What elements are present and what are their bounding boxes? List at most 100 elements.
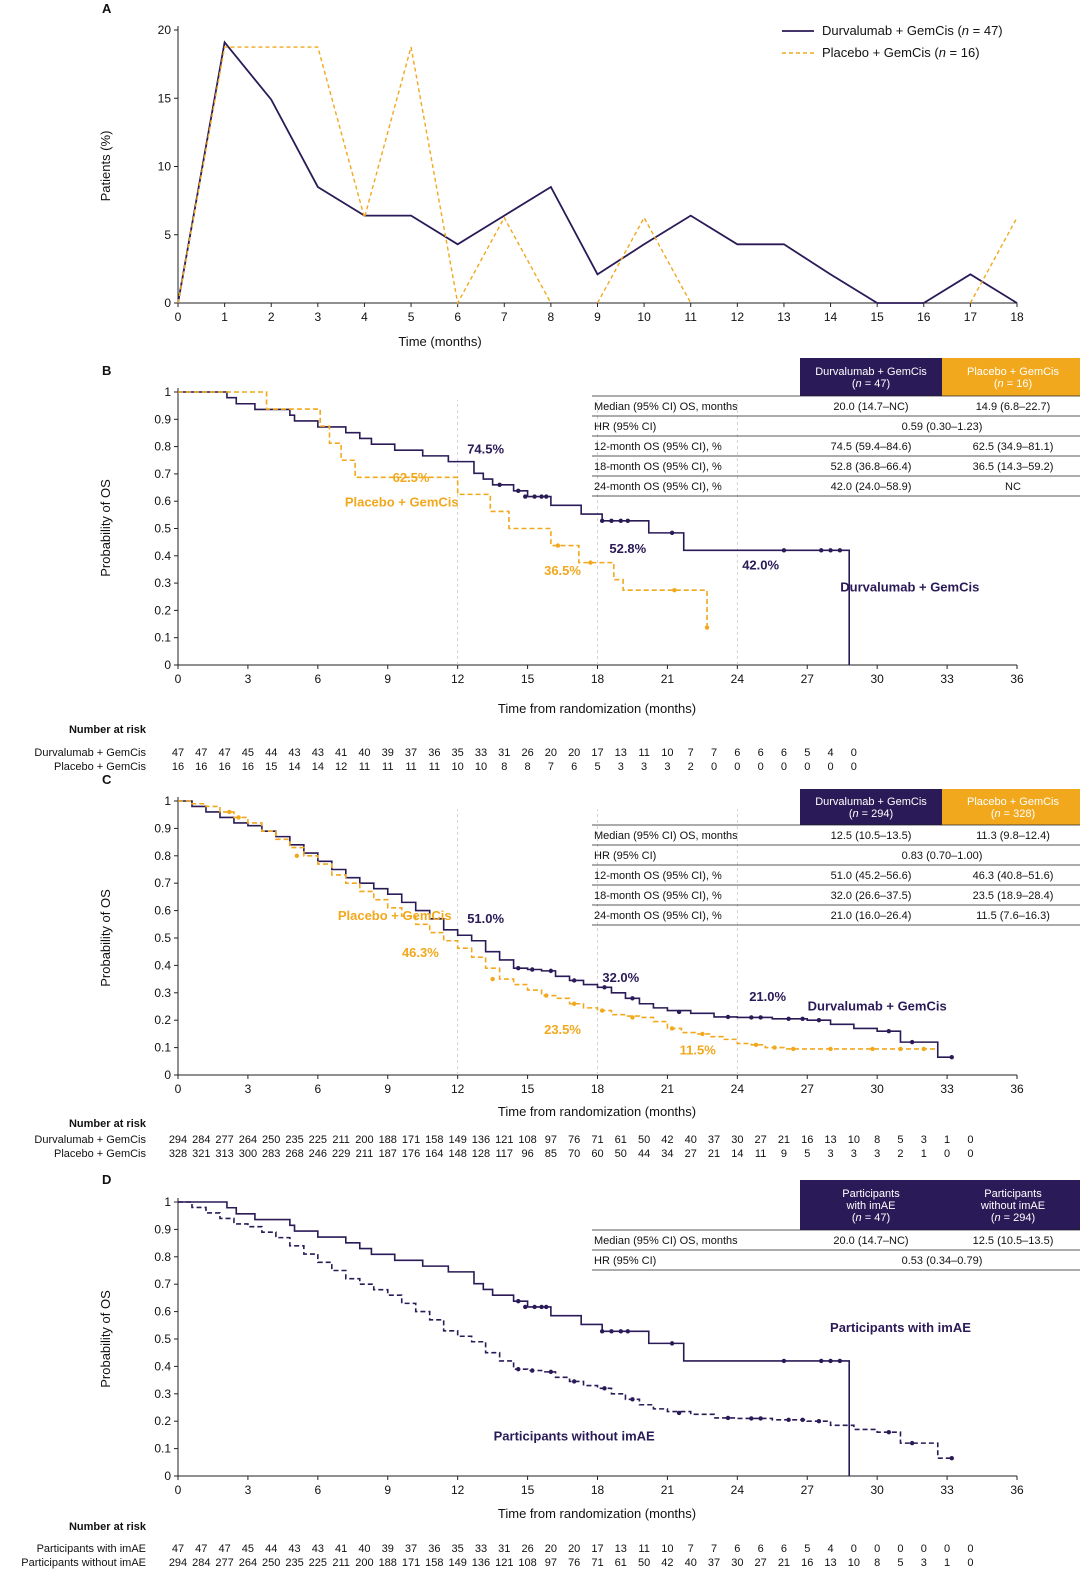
censor-mark [898,1046,903,1052]
table-row-label: Median (95% CI) OS, months [594,1235,738,1247]
risk-value: 187 [379,1148,397,1160]
risk-value: 47 [172,747,184,759]
panel-label: D [102,1172,111,1187]
risk-row-label: Placebo + GemCis [54,761,147,773]
risk-value: 3 [641,761,647,773]
table-row-label: 24-month OS (95% CI), % [594,910,722,922]
curve-annotation: 23.5% [544,1022,581,1037]
risk-value: 27 [755,1134,767,1146]
curve-annotation: 46.3% [402,945,439,960]
x-tick-label: 21 [661,1082,675,1096]
risk-value: 149 [448,1134,466,1146]
table-header-text: Placebo + GemCis [967,796,1060,808]
risk-value: 0 [921,1543,927,1555]
risk-value: 6 [734,747,740,759]
y-tick-label: 0.3 [154,1387,171,1401]
risk-value: 8 [501,761,507,773]
table-header-text: Participants [984,1188,1042,1200]
risk-value: 6 [781,747,787,759]
table-row-label: 12-month OS (95% CI), % [594,441,722,453]
censor-mark [837,548,843,553]
risk-value: 200 [355,1134,373,1146]
curve-annotation: Placebo + GemCis [338,908,452,923]
risk-value: 0 [851,761,857,773]
censor-mark [870,1046,875,1052]
risk-table-title: Number at risk [69,724,147,736]
risk-value: 11 [638,1543,649,1555]
risk-value: 36 [428,747,440,759]
risk-row-label: Participants with imAE [37,1543,146,1555]
y-tick-label: 0.6 [154,904,171,918]
risk-value: 21 [708,1148,720,1160]
censor-mark [609,1329,614,1334]
y-tick-label: 1 [164,385,171,399]
x-tick-label: 33 [940,672,954,686]
risk-value: 12 [335,761,347,773]
risk-value: 8 [874,1134,880,1146]
censor-mark [555,543,561,548]
risk-value: 136 [472,1134,490,1146]
risk-value: 294 [169,1134,187,1146]
y-tick-label: 0 [164,658,171,672]
curve-annotation: 42.0% [742,557,779,572]
table-cell: 0.59 (0.30–1.23) [902,421,983,433]
censor-mark [704,625,710,630]
curve-annotation: 32.0% [602,970,639,985]
x-tick-label: 10 [637,310,651,324]
risk-value: 50 [615,1148,627,1160]
y-tick-label: 0.7 [154,467,171,481]
risk-value: 11 [382,761,393,773]
x-tick-label: 0 [175,672,182,686]
table-header-cell [942,1180,1080,1230]
curve-annotation: 52.8% [609,541,646,556]
curve-annotation: Participants with imAE [830,1320,971,1335]
censor-mark [921,1046,926,1052]
censor-mark [599,1329,605,1334]
curve-annotation: 11.5% [680,1042,717,1057]
risk-value: 7 [548,761,554,773]
table-header-text: (n = 294) [991,1212,1035,1224]
censor-mark [588,560,593,565]
risk-value: 1 [921,1148,927,1160]
x-tick-label: 2 [268,310,275,324]
risk-value: 34 [661,1148,673,1160]
x-tick-label: 6 [454,310,461,324]
risk-value: 6 [571,761,577,773]
x-tick-label: 15 [521,1483,535,1497]
censor-mark [236,815,241,820]
risk-value: 9 [781,1148,787,1160]
x-tick-label: 36 [1010,1483,1024,1497]
risk-value: 45 [242,1543,254,1555]
x-axis-title: Time (months) [398,334,481,349]
risk-value: 211 [356,1148,374,1160]
y-tick-label: 0.5 [154,931,171,945]
table-header-text: (n = 47) [852,1212,890,1224]
censor-mark [700,1031,705,1037]
risk-value: 21 [778,1557,790,1569]
censor-mark [725,1415,731,1421]
risk-value: 148 [448,1148,466,1160]
y-tick-label: 0.1 [154,1442,171,1456]
risk-value: 188 [379,1134,397,1146]
panel-label: C [102,772,112,787]
risk-value: 5 [897,1557,903,1569]
censor-mark [949,1054,954,1060]
y-tick-label: 0.8 [154,1250,171,1264]
table-cell: 51.0 (45.2–56.6) [831,870,912,882]
risk-value: 27 [685,1148,697,1160]
x-tick-label: 16 [917,310,931,324]
x-tick-label: 15 [870,310,884,324]
x-tick-label: 3 [245,1082,252,1096]
table-row-label: 18-month OS (95% CI), % [594,890,722,902]
y-tick-label: 0.5 [154,522,171,536]
risk-value: 40 [358,747,370,759]
y-tick-label: 20 [158,23,172,37]
censor-mark [227,809,232,815]
risk-value: 17 [591,747,603,759]
risk-value: 5 [804,747,810,759]
table-header-cell [942,789,1080,825]
y-tick-label: 0.4 [154,1359,171,1373]
curve-annotation: Placebo + GemCis [345,495,459,510]
series-line-placebo [969,217,1018,304]
risk-value: 37 [405,747,417,759]
